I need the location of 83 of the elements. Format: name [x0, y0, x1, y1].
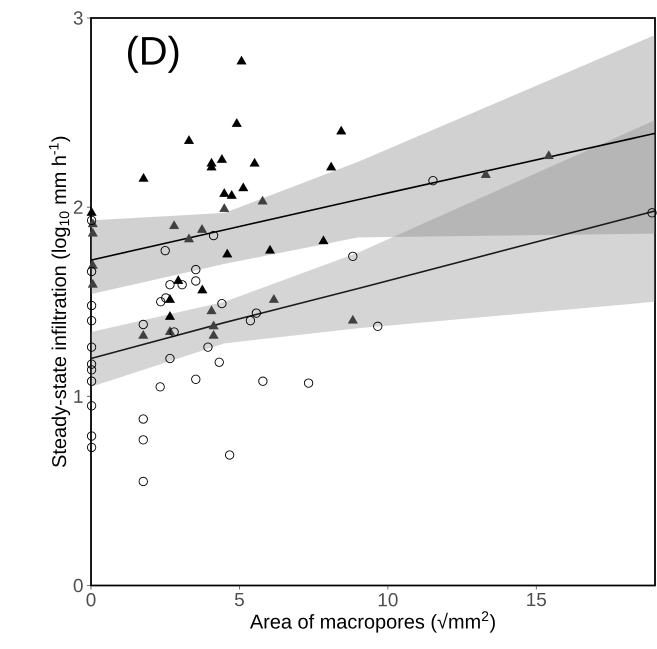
point: [191, 276, 200, 286]
point: [197, 284, 208, 294]
point: [138, 173, 149, 182]
point: [428, 176, 438, 186]
point: [169, 220, 180, 230]
point: [219, 203, 230, 212]
point: [86, 376, 96, 386]
point: [214, 358, 224, 367]
point: [86, 360, 96, 369]
point: [165, 311, 175, 320]
point: [86, 342, 96, 352]
point: [268, 294, 279, 303]
y-tick-label: 2: [74, 200, 83, 214]
point: [246, 316, 256, 326]
y-tick-label: 1: [74, 390, 83, 403]
point: [86, 442, 96, 452]
point: [86, 401, 96, 410]
point: [208, 330, 219, 339]
point: [138, 330, 148, 339]
point: [138, 435, 148, 444]
point: [177, 280, 187, 290]
x-axis-title: Area of macropores (√mm$^{2}$): [250, 611, 495, 633]
point: [208, 230, 218, 240]
point: [219, 188, 230, 197]
point: [184, 234, 194, 242]
point: [156, 297, 166, 306]
point: [203, 342, 213, 352]
point: [226, 190, 237, 199]
point: [336, 126, 346, 134]
point: [250, 158, 260, 167]
point: [326, 162, 336, 170]
point: [197, 224, 207, 233]
point: [165, 280, 175, 290]
point: [258, 376, 268, 386]
x-tick-label: 10: [378, 593, 398, 606]
point: [88, 279, 98, 288]
line-series: [90, 210, 656, 360]
point: [86, 216, 96, 226]
point: [252, 308, 261, 318]
y-tick-label: 3: [74, 11, 83, 25]
x-tick-label: 5: [234, 593, 244, 606]
point: [160, 246, 170, 256]
point: [480, 169, 491, 178]
x-tick-label: 15: [527, 593, 546, 606]
x-tick-label: 0: [86, 593, 96, 606]
point: [222, 248, 232, 258]
point: [165, 354, 175, 364]
point: [86, 300, 96, 310]
point: [161, 293, 170, 303]
point: [138, 414, 148, 424]
point: [156, 382, 165, 392]
point: [265, 244, 275, 254]
point: [238, 182, 248, 192]
point: [138, 320, 148, 330]
point: [86, 266, 96, 276]
point: [184, 135, 194, 144]
point: [348, 252, 358, 261]
chart-title: (D): [128, 36, 178, 73]
point: [647, 208, 657, 218]
point: [373, 322, 382, 331]
point: [86, 316, 96, 326]
point: [216, 154, 227, 163]
point: [304, 378, 314, 388]
point: [169, 327, 179, 337]
point: [544, 150, 554, 160]
point: [224, 450, 234, 460]
point: [217, 298, 227, 308]
point: [236, 56, 246, 64]
point: [206, 306, 216, 314]
point: [88, 228, 98, 237]
point: [86, 207, 97, 216]
y-tick-label: 0: [74, 578, 83, 592]
y-axis-title: Steady-state infiltration (log$_{10}$ mm h$^{-1}$): [48, 136, 70, 468]
point: [232, 118, 242, 127]
point: [191, 374, 200, 384]
point: [86, 365, 96, 374]
point: [86, 431, 96, 441]
point: [318, 236, 328, 244]
point: [348, 314, 358, 324]
point: [208, 320, 219, 330]
point: [138, 476, 148, 486]
point: [191, 264, 200, 274]
point: [258, 196, 268, 204]
